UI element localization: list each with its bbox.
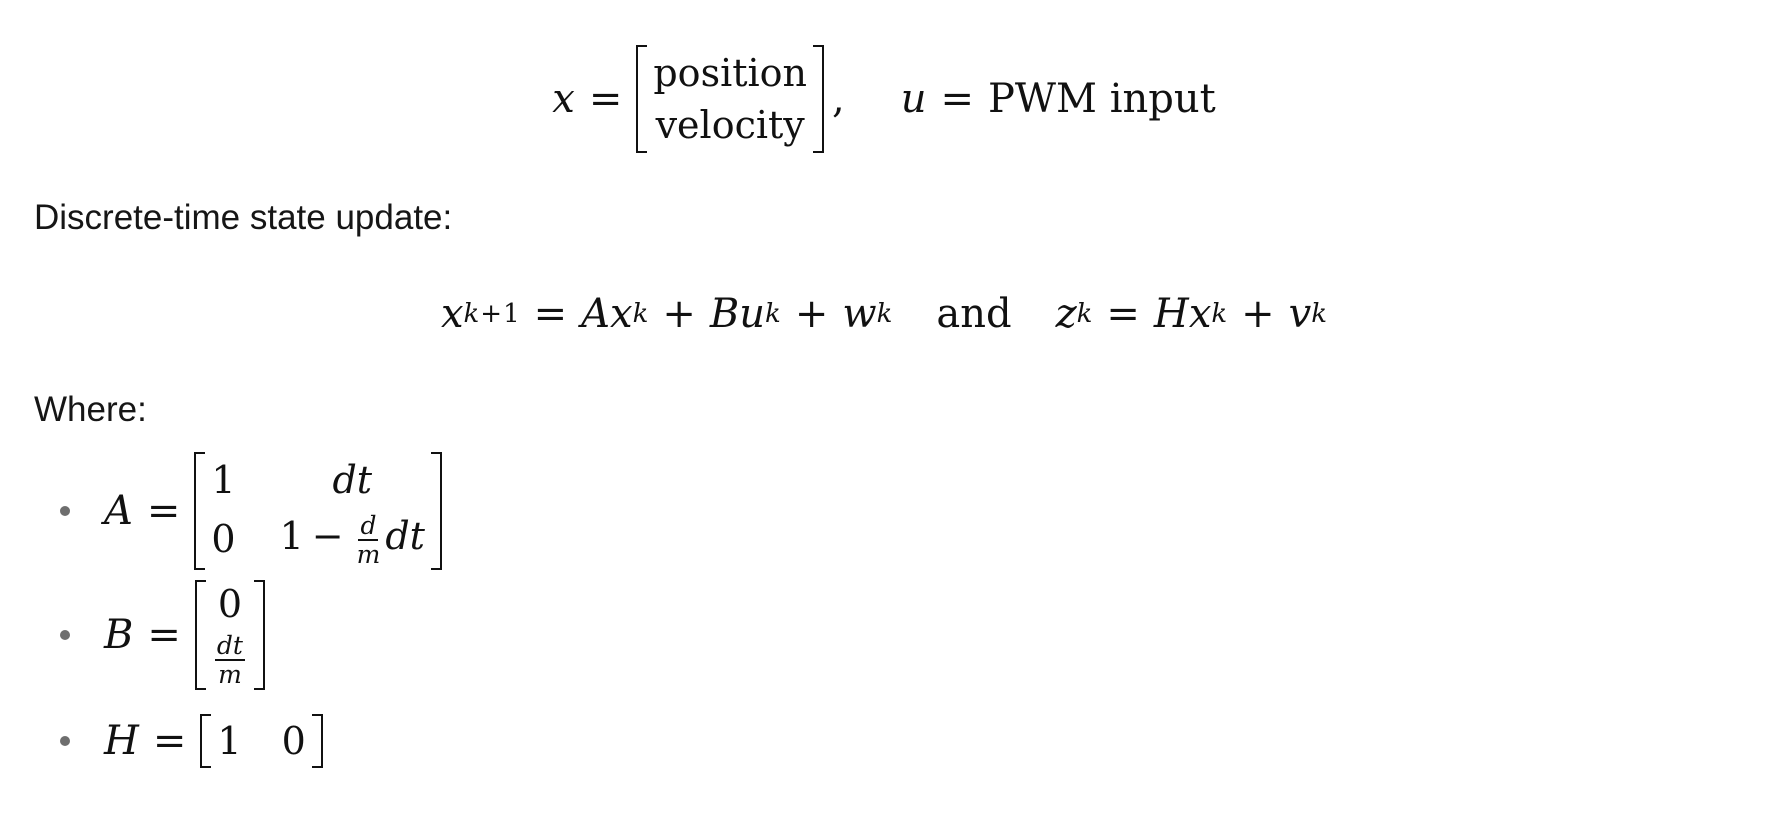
- equals-sign: =: [152, 718, 187, 764]
- plus-sign: +: [1241, 291, 1275, 337]
- matrix-b-r1: 0: [217, 582, 243, 626]
- next-state-subscript: k+1: [463, 299, 520, 329]
- subscript-k: k: [1076, 299, 1093, 329]
- matrix-b-symbol: B: [709, 291, 740, 337]
- state-symbol: x: [610, 291, 633, 337]
- left-bracket: [194, 580, 206, 690]
- fraction-dt-over-m: dt m: [214, 631, 245, 689]
- state-vector: position velocity: [636, 45, 824, 153]
- matrix-a-symbol: A: [581, 291, 611, 337]
- measurement-symbol: z: [1055, 291, 1077, 337]
- right-bracket: [311, 714, 323, 768]
- subscript-k: k: [1211, 299, 1228, 329]
- subscript-k: k: [876, 299, 893, 329]
- equals-sign: =: [147, 612, 181, 658]
- left-bracket: [194, 452, 206, 570]
- matrix-h-c2: 0: [281, 719, 306, 763]
- matrix-h-symbol: H: [104, 718, 139, 764]
- matrix-b-r2: dt m: [212, 632, 248, 688]
- state-definition-equation: x = position velocity , u = PWM input: [0, 40, 1768, 158]
- input-description: PWM input: [988, 76, 1216, 122]
- plus-sign: +: [794, 291, 829, 337]
- matrix-a-r1c1: 1: [211, 458, 236, 503]
- process-noise-symbol: w: [842, 291, 877, 337]
- left-bracket: [200, 714, 212, 768]
- matrix-a-r2c1: 0: [211, 517, 236, 561]
- state-symbol: x: [552, 76, 575, 122]
- matrix-a-r1c2: dt: [332, 458, 373, 503]
- right-bracket: [253, 580, 265, 690]
- subscript-k: k: [632, 299, 649, 329]
- matrix-h: 1 0: [200, 714, 323, 768]
- matrix-h-c1: 1: [217, 719, 242, 763]
- equals-sign: =: [146, 488, 181, 534]
- vector-entry-position: position: [653, 51, 807, 95]
- bullet-icon: [60, 736, 70, 746]
- separator-comma: ,: [832, 76, 845, 122]
- where-label: Where:: [34, 390, 147, 429]
- matrix-b: 0 dt m: [194, 580, 265, 690]
- input-symbol: u: [900, 76, 927, 122]
- discrete-time-label: Discrete-time state update:: [34, 198, 453, 237]
- measurement-noise-symbol: v: [1288, 291, 1312, 337]
- equals-sign: =: [940, 76, 974, 122]
- matrix-a-symbol: A: [104, 488, 133, 534]
- plus-sign: +: [662, 291, 696, 337]
- conjunction-and: and: [936, 291, 1012, 337]
- left-bracket: [636, 45, 648, 153]
- vector-entry-velocity: velocity: [655, 103, 805, 147]
- equals-sign: =: [588, 76, 623, 122]
- matrix-a: 1 dt 0 1− d m dt: [194, 452, 442, 570]
- matrix-h-symbol: H: [1153, 291, 1189, 337]
- equals-sign: =: [533, 291, 568, 337]
- equals-sign: =: [1106, 291, 1140, 337]
- state-symbol: x: [1188, 291, 1212, 337]
- right-bracket: [430, 452, 442, 570]
- input-symbol: u: [739, 291, 766, 337]
- matrix-b-symbol: B: [104, 612, 134, 658]
- bullet-icon: [60, 630, 70, 640]
- right-bracket: [813, 45, 824, 153]
- subscript-k: k: [765, 299, 781, 329]
- matrix-a-r2c2: 1− d m dt: [279, 510, 425, 569]
- subscript-k: k: [1311, 299, 1328, 329]
- bullet-icon: [60, 506, 70, 516]
- next-state-symbol: x: [440, 291, 464, 337]
